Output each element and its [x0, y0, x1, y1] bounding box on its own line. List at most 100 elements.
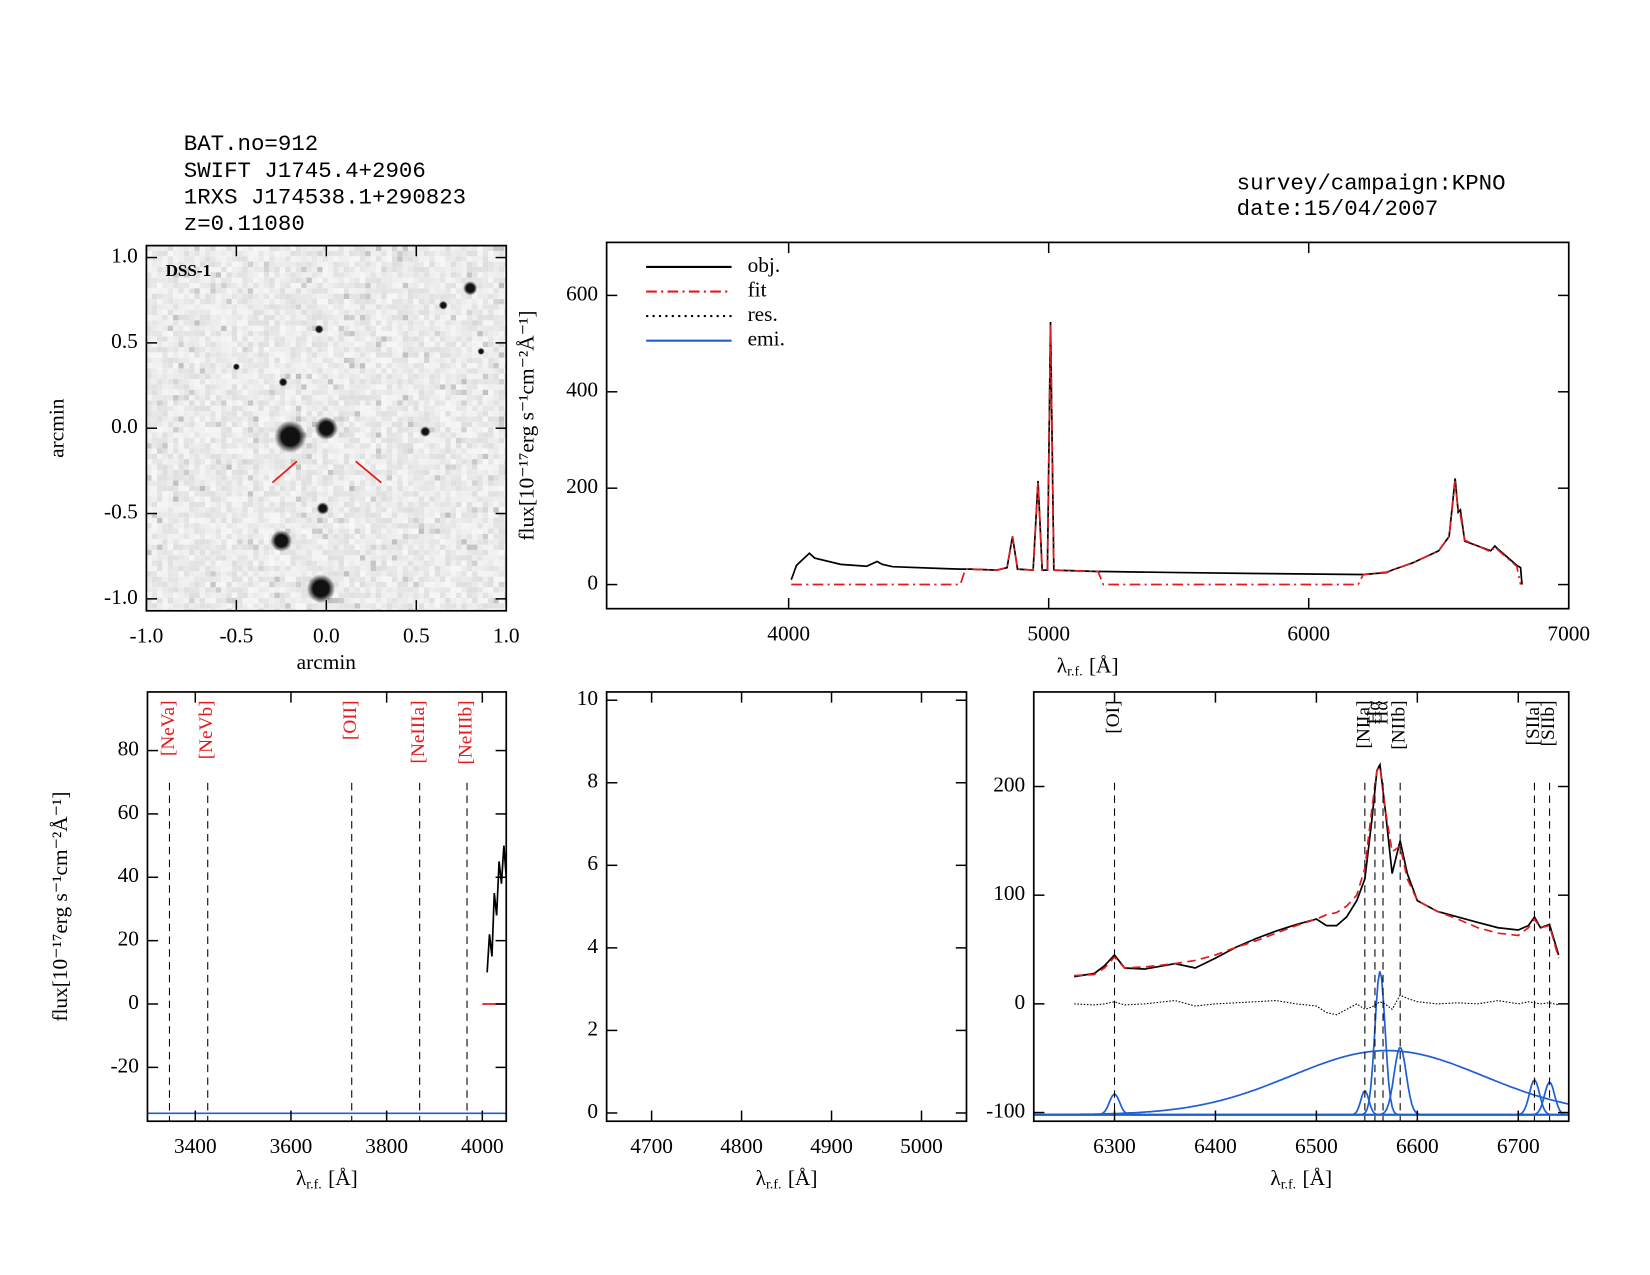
image-noise [482, 261, 489, 267]
image-noise [258, 587, 264, 593]
image-noise [311, 325, 318, 332]
series-line [1074, 764, 1560, 977]
image-noise [440, 416, 446, 422]
image-noise [279, 464, 286, 470]
image-noise [488, 469, 494, 476]
image-noise [322, 560, 328, 566]
image-noise [306, 272, 312, 278]
image-noise [349, 459, 355, 465]
image-noise [295, 250, 302, 257]
image-noise [333, 250, 339, 257]
image-noise [338, 528, 344, 534]
image-noise [391, 341, 398, 348]
image-noise [434, 347, 441, 353]
image-noise [504, 357, 507, 364]
image-noise [391, 576, 398, 582]
image-noise [178, 245, 184, 251]
image-noise [301, 272, 307, 278]
image-noise [370, 256, 376, 262]
image-noise [472, 453, 478, 460]
image-noise [157, 581, 163, 588]
image-noise [418, 421, 425, 428]
image-noise [461, 304, 467, 310]
image-noise [226, 571, 232, 577]
image-noise [375, 501, 382, 508]
image-noise [146, 475, 152, 481]
image-noise [327, 266, 334, 273]
image-noise [221, 304, 227, 310]
image-noise [242, 528, 248, 534]
image-noise [482, 266, 489, 273]
image-noise [167, 245, 174, 251]
image-noise [263, 448, 270, 454]
image-noise [461, 571, 467, 577]
image-noise [493, 571, 499, 577]
image-noise [349, 496, 355, 502]
image-noise [290, 592, 296, 598]
image-noise [178, 320, 184, 326]
image-noise [189, 416, 195, 422]
image-noise [498, 379, 505, 385]
image-noise [359, 517, 366, 524]
series-line [791, 324, 1522, 586]
image-noise [472, 459, 478, 465]
image-noise [183, 565, 190, 572]
image-noise [375, 315, 382, 321]
image-noise [173, 384, 179, 390]
image-noise [424, 245, 430, 251]
image-noise [359, 603, 366, 609]
image-noise [178, 277, 184, 283]
image-noise [317, 363, 323, 369]
image-noise [343, 266, 350, 273]
image-noise [279, 507, 286, 513]
image-noise [498, 282, 505, 289]
image-noise [381, 464, 387, 470]
image-noise [317, 282, 323, 289]
image-noise [146, 587, 152, 593]
image-noise [194, 603, 200, 609]
image-noise [349, 336, 355, 342]
image-noise [301, 368, 307, 374]
image-noise [290, 282, 296, 289]
image-noise [391, 293, 398, 299]
image-noise [440, 384, 446, 390]
image-noise [173, 597, 179, 604]
image-noise [242, 405, 248, 412]
image-noise [253, 325, 259, 332]
image-noise [408, 587, 414, 593]
image-noise [295, 256, 302, 262]
image-noise [295, 544, 302, 550]
image-noise [285, 266, 291, 273]
image-noise [381, 528, 387, 534]
image-noise [402, 293, 409, 299]
image-noise [477, 411, 483, 417]
image-noise [375, 357, 382, 364]
image-noise [391, 480, 398, 486]
image-noise [488, 432, 494, 438]
image-noise [199, 507, 206, 513]
image-noise [183, 539, 190, 545]
image-noise [285, 373, 291, 380]
x-tick-label: 6500 [1295, 1134, 1338, 1158]
image-noise [450, 549, 457, 556]
image-noise [408, 475, 414, 481]
image-noise [301, 347, 307, 353]
image-noise [311, 480, 318, 486]
image-noise [365, 539, 371, 545]
image-noise [472, 405, 478, 412]
image-noise [375, 581, 382, 588]
image-noise [413, 576, 419, 582]
image-noise [178, 560, 184, 566]
image-noise [397, 352, 403, 358]
image-noise [472, 469, 478, 476]
image-noise [418, 304, 425, 310]
image-noise [354, 309, 360, 316]
image-noise [493, 555, 499, 561]
image-noise [178, 325, 184, 332]
image-noise [424, 363, 430, 369]
image-noise [402, 565, 409, 572]
image-noise [285, 320, 291, 326]
image-noise [258, 389, 264, 396]
image-noise [295, 549, 302, 556]
image-noise [295, 384, 302, 390]
